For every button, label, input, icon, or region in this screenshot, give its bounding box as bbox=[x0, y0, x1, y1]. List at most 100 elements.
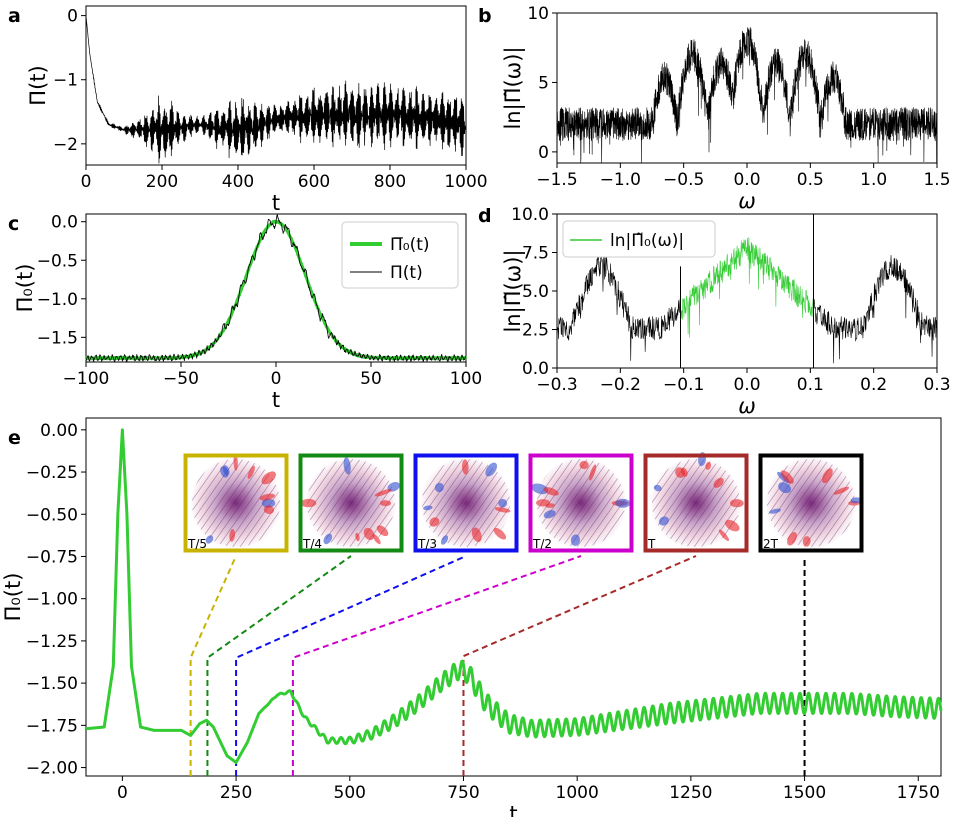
snapshot-blob bbox=[653, 484, 662, 492]
x-tick-label: 600 bbox=[298, 172, 330, 192]
snapshot-blob bbox=[780, 470, 794, 484]
plot-frame-a bbox=[85, 5, 467, 166]
snapshot-blob bbox=[263, 505, 275, 514]
series-line-pi bbox=[85, 214, 467, 363]
snapshot-texture bbox=[767, 459, 855, 547]
legend-label-pi0: Π̅₀(t) bbox=[390, 235, 430, 255]
x-tick-label: 50 bbox=[360, 369, 382, 389]
snapshot-blob bbox=[259, 493, 275, 501]
snapshot-blob bbox=[729, 499, 744, 508]
x-tick-label: 500 bbox=[334, 783, 366, 803]
x-tick-label: 1.0 bbox=[860, 170, 887, 190]
snapshot-blob bbox=[372, 534, 381, 545]
plot-frame-e bbox=[85, 417, 942, 777]
snapshot-blob bbox=[323, 533, 333, 545]
x-tick-label: −0.2 bbox=[600, 375, 641, 395]
x-tick-label: 800 bbox=[374, 172, 406, 192]
snapshot-blob bbox=[485, 462, 498, 477]
x-tick-label: 0 bbox=[117, 783, 128, 803]
snapshot-frame bbox=[528, 453, 634, 553]
snapshot-blob bbox=[680, 467, 688, 477]
snapshot-frame bbox=[758, 453, 864, 553]
y-tick-label: −1.0 bbox=[37, 290, 78, 310]
y-axis-label: ln|Π̃(ω)| bbox=[501, 249, 526, 332]
panel-a: 0 200 400 600 800 1000 0 −1 −2 t Π(t) bbox=[26, 5, 488, 215]
snapshot-blob bbox=[355, 532, 360, 542]
panel-label-b: b bbox=[478, 5, 492, 27]
snapshot-blob bbox=[833, 486, 850, 495]
snapshot-blob bbox=[725, 519, 740, 532]
snapshot-label: T/4 bbox=[302, 537, 322, 551]
y-tick-label: 5.0 bbox=[522, 282, 549, 302]
snapshot-blob bbox=[247, 465, 255, 479]
x-tick-label: 1000 bbox=[556, 783, 599, 803]
legend-label-pi: Π(t) bbox=[390, 263, 423, 283]
marker-line-t-5 bbox=[189, 555, 237, 776]
snapshot-blob bbox=[589, 464, 597, 481]
series-line-filtered bbox=[680, 237, 814, 338]
snapshot-t-3: T/3 bbox=[413, 453, 519, 553]
panel-c: −100 −50 0 50 100 0.0 −0.5 −1.0 −1.5 t Π₀(t) Π̅₀(t)… bbox=[13, 213, 482, 412]
x-tick-label: 0.2 bbox=[860, 375, 887, 395]
series-line-spectrum-left bbox=[556, 254, 682, 361]
x-tick-label: −0.1 bbox=[663, 375, 704, 395]
snapshot-blob bbox=[498, 498, 508, 508]
snapshot-blob bbox=[343, 457, 351, 475]
marker-line-t-2 bbox=[291, 555, 582, 776]
snapshot-blob bbox=[429, 517, 440, 527]
snapshot-blob bbox=[261, 471, 276, 485]
snapshot-blob bbox=[769, 508, 782, 514]
snapshot-blob bbox=[229, 529, 236, 542]
y-tick-label: −0.50 bbox=[26, 505, 78, 525]
snapshot-blob bbox=[570, 534, 581, 546]
x-tick-label: 0.1 bbox=[797, 375, 824, 395]
snapshot-blob bbox=[434, 482, 444, 493]
x-tick-label: 100 bbox=[450, 369, 482, 389]
snapshot-blob bbox=[440, 535, 449, 545]
y-tick-label: 2.5 bbox=[522, 321, 549, 341]
snapshot-blob bbox=[787, 532, 797, 546]
snapshot-label: T/2 bbox=[532, 537, 552, 551]
legend-box bbox=[562, 220, 716, 258]
snapshot-blob bbox=[543, 487, 559, 496]
snapshot-blob bbox=[531, 483, 549, 495]
y-axis-label: Π₀(t) bbox=[13, 264, 37, 313]
y-tick-label: 5 bbox=[538, 73, 549, 93]
x-tick-label: −50 bbox=[163, 369, 199, 389]
series-line-spectrum bbox=[556, 26, 938, 164]
snapshot-blob bbox=[579, 460, 589, 470]
snapshot-blob bbox=[545, 503, 555, 508]
y-tick-label: −2 bbox=[53, 135, 78, 155]
y-tick-label: −1.5 bbox=[37, 328, 78, 348]
snapshot-blob bbox=[658, 516, 669, 526]
x-axis-label: ω bbox=[738, 394, 756, 418]
snapshot-blob bbox=[705, 461, 712, 470]
x-tick-label: 1.5 bbox=[923, 170, 950, 190]
snapshot-frame bbox=[183, 453, 289, 553]
panel-label-d: d bbox=[478, 205, 492, 227]
x-tick-label: 0.0 bbox=[733, 375, 760, 395]
x-axis-label: t bbox=[272, 191, 280, 215]
y-tick-label: −1.25 bbox=[26, 632, 78, 652]
marker-line-t bbox=[462, 555, 697, 776]
y-tick-label: −2.00 bbox=[26, 759, 78, 779]
panel-label-a: a bbox=[8, 5, 21, 27]
y-tick-label: −0.25 bbox=[26, 463, 78, 483]
x-tick-label: 0.0 bbox=[733, 170, 760, 190]
y-tick-label: −1.75 bbox=[26, 716, 78, 736]
snapshot-texture bbox=[192, 459, 280, 547]
snapshot-blob bbox=[261, 498, 276, 508]
snapshot-blob bbox=[300, 498, 317, 508]
legend-label-filtered: ln|Π̃₀(ω)| bbox=[610, 231, 684, 251]
x-tick-label: 750 bbox=[447, 783, 479, 803]
x-tick-label: 200 bbox=[146, 172, 178, 192]
x-tick-label: 0 bbox=[81, 172, 92, 192]
snapshot-blob bbox=[713, 477, 724, 488]
snapshot-t-4: T/4 bbox=[298, 453, 404, 553]
x-tick-label: 0 bbox=[271, 369, 282, 389]
x-axis-label: t bbox=[509, 802, 517, 817]
y-tick-label: 0.00 bbox=[40, 421, 78, 441]
snapshot-texture bbox=[422, 459, 510, 547]
snapshot-blob bbox=[376, 525, 389, 537]
snapshot-texture bbox=[537, 459, 625, 547]
